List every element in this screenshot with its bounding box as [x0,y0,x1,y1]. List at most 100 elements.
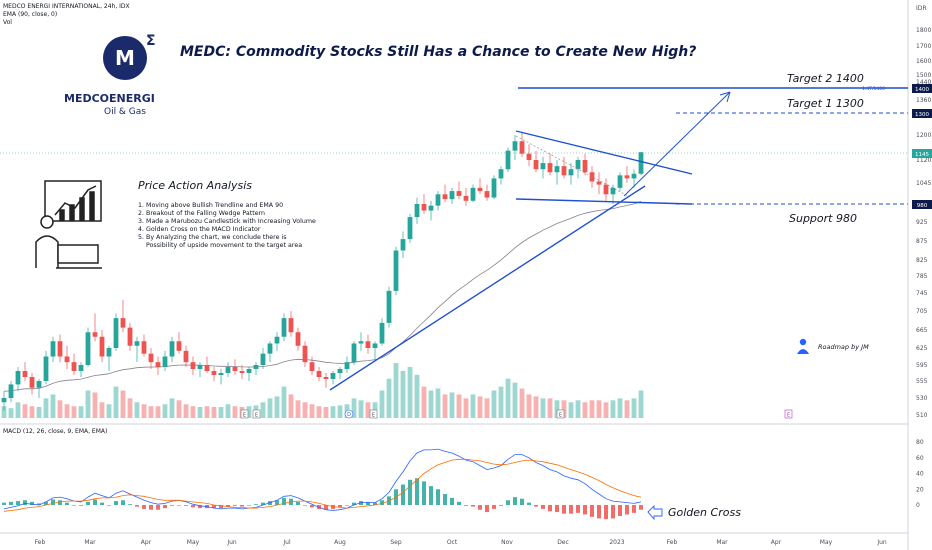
candle-body [351,343,357,363]
macd-hist-bar [247,505,251,506]
user-icon [799,338,807,346]
analysis-point-5: 5. By Analyzing the chart, we conclude t… [138,234,287,241]
time-tick-label: Jul [282,539,291,546]
macd-hist-bar [380,500,384,505]
candle-body [162,356,168,367]
volume-bar [43,398,49,418]
candle-body [134,341,140,346]
volume-bar [435,388,441,418]
macd-hist-bar [506,500,510,505]
macd-hist-bar [639,505,643,510]
ema-90-line [3,201,642,392]
macd-tick-label: 0 [916,502,920,509]
macd-hist-bar [79,505,83,506]
volume-bar [246,406,252,418]
volume-bar [526,394,532,418]
price-tag-1400: 1400 [912,84,932,93]
macd-hist-bar [436,489,440,505]
chart-title: MEDC: Commodity Stocks Still Has a Chanc… [180,44,696,60]
price-tick-label: 1360 [916,97,931,104]
volume-bar [386,378,392,418]
golden-cross-label: Golden Cross [668,506,741,519]
macd-hist-bar [93,499,97,505]
candle-body [260,353,266,365]
macd-hist-bar [541,505,545,509]
macd-hist-bar [170,505,174,506]
volume-bar [316,406,322,418]
macd-hist-bar [366,501,370,505]
macd-hist-bar [268,501,272,505]
macd-hist-bar [618,505,622,517]
svg-text:1300: 1300 [915,112,929,118]
candle-body [610,187,616,195]
analyst-icon [35,180,102,269]
volume-bar [232,406,238,418]
macd-hist-bar [478,505,482,510]
macd-hist-bar [114,501,118,505]
candle-body [169,341,175,357]
candle-body [288,318,294,333]
macd-line-label: MACD (12, 26, close, 9, EMA, EMA) [3,428,107,435]
candle-body [484,191,490,198]
analysis-point-1: 1. Moving above Bullish Trendline and EM… [138,202,283,209]
volume-bar [400,370,406,418]
volume-bar [190,406,196,418]
time-tick-label: Feb [35,539,46,546]
candle-body [197,365,203,369]
volume-bar [36,407,42,418]
candle-body [113,318,119,348]
volume-bar [568,402,574,418]
macd-hist-bar [345,505,349,506]
volume-bar [337,405,343,418]
analysis-point-3: 3. Made a Marubozu Candlestick with Incr… [138,218,316,225]
volume-bar [505,378,511,418]
candle-body [330,373,336,379]
price-tick-label: 875 [916,238,928,245]
volume-bar [533,396,539,418]
time-tick-label: Aug [334,539,346,546]
macd-hist-bar [86,501,90,505]
price-tick-label: 595 [916,362,928,369]
svg-text:980: 980 [917,203,928,209]
time-tick-label: Jun [226,539,237,546]
volume-bar [1,406,7,418]
macd-hist-bar [569,505,573,514]
macd-hist-bar [464,505,468,506]
candle-body [50,341,56,357]
candle-body [316,371,322,377]
volume-bar [351,398,357,418]
price-tick-label: 925 [916,219,928,226]
macd-hist-bar [338,505,342,508]
volume-bar [295,400,301,418]
price-tick-label: 745 [916,290,928,297]
macd-hist-bar [163,505,167,509]
candle-body [386,290,392,323]
macd-hist-bar [191,505,195,508]
candle-body [421,204,427,211]
time-tick-label: May [820,539,833,546]
macd-hist-bar [261,502,265,505]
volume-bar [134,402,140,418]
macd-hist-bar [401,484,405,505]
candle-body [596,181,602,185]
volume-bar [624,400,630,418]
macd-hist-bar [443,493,447,505]
analysis-point-4: 4. Golden Cross on the MACD Indicator [138,226,261,233]
candle-body [29,377,35,388]
price-tick-label: 1440 [916,79,931,86]
macd-tick-label: 60 [916,455,924,462]
volume-bar [575,400,581,418]
time-tick-label: Nov [501,539,513,546]
macd-hist-bar [520,498,524,505]
time-tick-label: Dec [557,539,569,546]
macd-hist-bar [275,500,279,505]
macd-hist-bar [611,505,615,519]
macd-hist-bar [632,505,636,513]
golden-cross-callout: Golden Cross [647,504,741,521]
candle-body [344,362,350,369]
macd-hist-bar [492,505,496,509]
volume-bar [631,398,637,418]
price-tick-label: 1045 [916,180,931,187]
candle-body [323,377,329,379]
macd-hist-bar [429,486,433,505]
